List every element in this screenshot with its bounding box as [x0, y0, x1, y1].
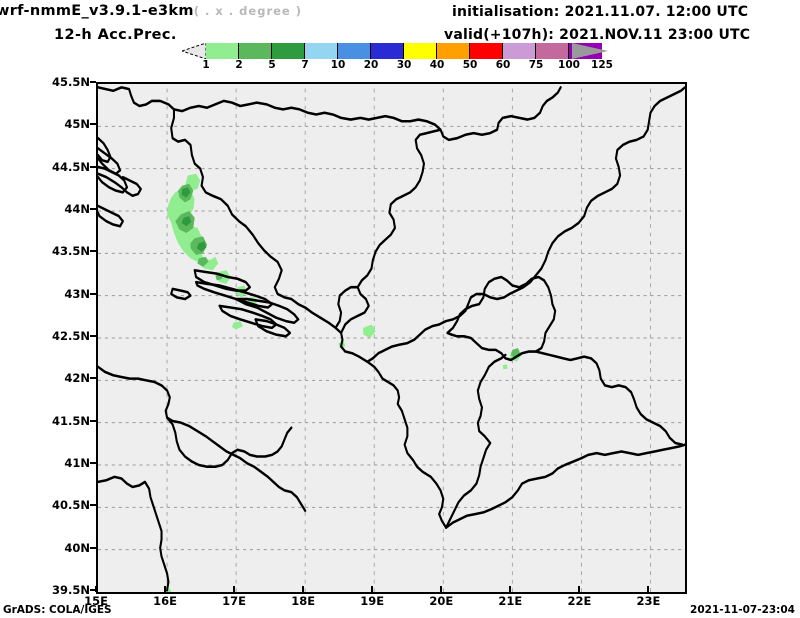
- colorbar-swatch-40: [437, 43, 470, 59]
- y-axis-tick: [90, 504, 96, 507]
- y-axis-tick: [90, 419, 96, 422]
- colorbar-swatch-20: [371, 43, 404, 59]
- colorbar-swatches: [206, 43, 602, 59]
- y-axis-label-43N: 43N: [64, 286, 90, 301]
- x-axis-tick: [509, 586, 512, 592]
- precipitation-field-dark: [181, 187, 207, 252]
- colorbar-under-arrow-icon: [182, 43, 206, 59]
- colorbar-swatch-60: [503, 43, 536, 59]
- precipitation-field-medium: [175, 183, 521, 359]
- y-axis-tick: [90, 589, 96, 591]
- y-axis-tick: [90, 335, 96, 337]
- x-axis-tick: [440, 586, 443, 592]
- colorbar-tick-100: 100: [558, 59, 580, 71]
- render-timestamp: 2021-11-07-23:04: [690, 604, 795, 616]
- y-axis-tick: [90, 165, 96, 168]
- y-axis-tick: [90, 123, 96, 126]
- x-axis-label-20E: 20E: [429, 594, 454, 608]
- y-axis-tick: [90, 292, 96, 295]
- colorbar-tick-2: 2: [235, 59, 243, 71]
- y-axis-tick: [90, 546, 96, 549]
- y-axis-label-41N: 41N: [64, 456, 90, 470]
- colorbar-swatch-75: [536, 43, 569, 59]
- colorbar-tick-60: 60: [495, 59, 511, 71]
- y-axis-tick: [90, 250, 96, 253]
- y-axis-label-40N: 40N: [64, 540, 90, 555]
- precipitation-colorbar: 1 2 5 7 10 20 30 40 50 60 75 100 125: [182, 43, 613, 71]
- colorbar-tick-30: 30: [396, 59, 412, 71]
- y-axis-label-42N: 42N: [64, 371, 90, 386]
- colorbar-tick-5: 5: [268, 59, 276, 71]
- precipitation-field-light: [164, 173, 523, 592]
- colorbar-tick-1: 1: [202, 59, 210, 71]
- valid-time: valid(+107h): 2021.NOV.11 23:00 UTC: [444, 27, 751, 43]
- x-axis-label-23E: 23E: [636, 594, 661, 608]
- map-coastlines-borders: [98, 86, 685, 592]
- colorbar-swatch-30: [404, 43, 437, 59]
- y-axis-label-44.5N: 44.5N: [52, 159, 90, 174]
- colorbar-swatch-2: [239, 43, 272, 59]
- colorbar-swatch-7: [305, 43, 338, 59]
- y-axis-tick: [90, 208, 96, 210]
- x-axis-label-15E: 15E: [84, 594, 108, 608]
- x-axis-tick: [233, 586, 236, 592]
- y-axis-tick: [90, 377, 96, 380]
- x-axis-tick: [647, 586, 650, 592]
- colorbar-tick-50: 50: [462, 59, 478, 71]
- model-name: wrf-nmmE_v3.9.1-e3km: [0, 3, 194, 19]
- x-axis-label-17E: 17E: [222, 594, 247, 608]
- y-axis-label-42.5N: 42.5N: [52, 329, 90, 343]
- x-axis-tick: [302, 586, 305, 592]
- map-gridlines: [98, 84, 685, 592]
- colorbar-tick-10: 10: [330, 59, 346, 71]
- colorbar-swatch-10: [338, 43, 371, 59]
- colorbar-tick-7: 7: [301, 59, 309, 71]
- model-title: wrf-nmmE_v3.9.1-e3km( . x . degree ): [0, 3, 302, 19]
- x-axis-label-19E: 19E: [360, 594, 385, 608]
- map-vector-layer: [98, 84, 685, 592]
- y-axis-label-44N: 44N: [64, 202, 90, 216]
- model-units: ( . x . degree ): [193, 4, 302, 18]
- colorbar-swatch-5: [272, 43, 305, 59]
- y-axis-label-40.5N: 40.5N: [52, 498, 90, 513]
- map-canvas: [98, 84, 685, 592]
- x-axis-tick: [578, 586, 581, 592]
- x-axis-label-22E: 22E: [567, 594, 592, 608]
- colorbar-tick-20: 20: [363, 59, 379, 71]
- y-axis-label-45.5N: 45.5N: [52, 75, 90, 89]
- field-title: 12-h Acc.Prec.: [54, 27, 177, 43]
- y-axis-label-41.5N: 41.5N: [52, 413, 90, 428]
- x-axis-tick: [371, 586, 374, 592]
- colorbar-tick-40: 40: [429, 59, 445, 71]
- x-axis-label-16E: 16E: [153, 594, 177, 608]
- colorbar-swatch-50: [470, 43, 503, 59]
- y-axis-label-39.5N: 39.5N: [52, 583, 90, 597]
- x-axis-tick: [164, 586, 167, 592]
- y-axis-tick: [90, 81, 96, 83]
- x-axis-label-21E: 21E: [498, 594, 523, 608]
- map-frame: [96, 82, 687, 594]
- colorbar-tick-125: 125: [591, 59, 613, 71]
- colorbar-swatch-1: [206, 43, 239, 59]
- grads-credit: GrADS: COLA/IGES: [3, 604, 112, 616]
- x-axis-tick: [95, 586, 97, 592]
- y-axis-label-43.5N: 43.5N: [52, 244, 90, 259]
- colorbar-over-arrow-icon: [572, 43, 608, 59]
- initialisation-time: initialisation: 2021.11.07. 12:00 UTC: [452, 4, 749, 20]
- colorbar-tick-75: 75: [528, 59, 544, 71]
- x-axis-label-18E: 18E: [291, 594, 316, 608]
- y-axis-label-45N: 45N: [64, 117, 90, 132]
- y-axis-tick: [90, 462, 96, 464]
